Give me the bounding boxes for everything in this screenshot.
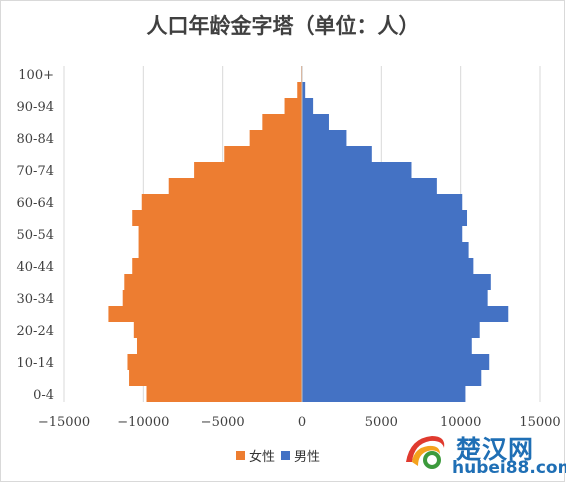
bar-female-50-54 — [138, 226, 302, 242]
legend-label-male: 男性 — [294, 450, 321, 465]
watermark: 楚汉网 hubei88.com — [400, 430, 566, 478]
legend-item-male: 男性 — [281, 446, 320, 465]
bar-male-90-94 — [302, 98, 314, 114]
bar-male-85-89 — [302, 114, 329, 130]
bar-male-30-34 — [302, 290, 488, 306]
legend-swatch-female — [236, 451, 245, 460]
legend-swatch-male — [281, 451, 291, 460]
bar-male-5-9 — [302, 370, 482, 386]
x-tick-label: 10000 — [440, 415, 481, 430]
chart-title: 人口年龄金字塔（单位：人） — [146, 13, 420, 38]
y-tick-label: 10-14 — [17, 356, 54, 371]
y-tick-label: 80-84 — [17, 132, 54, 147]
y-tick-label: 70-74 — [17, 164, 54, 179]
bar-female-30-34 — [122, 290, 302, 306]
bar-male-70-74 — [302, 162, 412, 178]
y-tick-label: 50-54 — [17, 228, 54, 243]
bar-male-0-4 — [302, 386, 466, 402]
bar-male-40-44 — [302, 258, 474, 274]
bar-female-10-14 — [127, 354, 302, 370]
bar-female-65-69 — [168, 178, 302, 194]
bar-female-95-99 — [297, 82, 302, 98]
bar-female-70-74 — [194, 162, 302, 178]
bar-male-15-19 — [302, 338, 472, 354]
y-tick-label: 30-34 — [17, 292, 54, 307]
bar-male-50-54 — [302, 226, 463, 242]
x-tick-label: 0 — [298, 415, 306, 430]
bar-male-65-69 — [302, 178, 437, 194]
bar-female-40-44 — [132, 258, 302, 274]
bar-female-90-94 — [284, 98, 302, 114]
bar-male-45-49 — [302, 242, 469, 258]
y-tick-label: 40-44 — [17, 260, 54, 275]
bar-female-0-4 — [146, 386, 302, 402]
legend-item-female: 女性 — [236, 446, 275, 465]
bar-male-75-79 — [302, 146, 372, 162]
x-tick-label: 5000 — [365, 415, 398, 430]
bar-female-85-89 — [262, 114, 302, 130]
bar-female-25-29 — [108, 306, 302, 322]
bar-male-95-99 — [302, 82, 306, 98]
bar-female-35-39 — [124, 274, 302, 290]
watermark-url: hubei88.com — [452, 458, 566, 478]
bar-female-15-19 — [136, 338, 302, 354]
y-tick-label: 60-64 — [17, 196, 54, 211]
bar-female-60-64 — [141, 194, 302, 210]
watermark-text: 楚汉网 — [456, 435, 535, 464]
bar-female-20-24 — [133, 322, 302, 338]
y-tick-label: 100+ — [18, 68, 54, 83]
x-tick-label: −10000 — [117, 415, 169, 430]
bar-female-5-9 — [129, 370, 302, 386]
bar-female-75-79 — [224, 146, 302, 162]
bar-female-45-49 — [138, 242, 302, 258]
y-tick-label: 90-94 — [17, 100, 54, 115]
bar-male-10-14 — [302, 354, 490, 370]
bar-male-60-64 — [302, 194, 463, 210]
bar-female-80-84 — [249, 130, 302, 146]
bar-male-80-84 — [302, 130, 347, 146]
bar-female-55-59 — [132, 210, 302, 226]
y-tick-label: 20-24 — [17, 324, 54, 339]
legend-label-female: 女性 — [249, 450, 276, 465]
x-tick-label: −5000 — [201, 415, 245, 430]
y-tick-label: 0-4 — [33, 388, 54, 403]
watermark-logo-icon — [406, 436, 445, 469]
bar-male-55-59 — [302, 210, 468, 226]
bar-male-35-39 — [302, 274, 491, 290]
x-tick-label: 15000 — [519, 415, 560, 430]
legend: 女性 男性 — [236, 446, 326, 465]
bar-male-25-29 — [302, 306, 509, 322]
x-tick-label: −15000 — [38, 415, 90, 430]
bar-male-20-24 — [302, 322, 480, 338]
